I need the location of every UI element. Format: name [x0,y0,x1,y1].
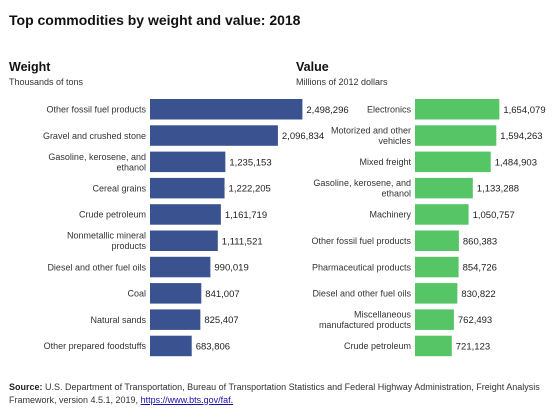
weight-category-label: Gasoline, kerosene, and ethanol [48,152,146,173]
value-category-label: Motorized and other vehicles [331,126,412,147]
weight-category-label: Other prepared foodstuffs [44,341,147,351]
value-category-label: Pharmaceutical products [312,262,412,272]
weight-data-label: 2,096,834 [282,131,324,142]
weight-data-label: 1,111,521 [222,236,263,247]
value-bar [415,151,491,173]
value-category-label: Machinery [369,210,411,220]
weight-bar [150,335,192,357]
value-category-label: Diesel and other fuel oils [312,289,411,299]
weight-panel-subtitle: Thousands of tons [9,77,84,87]
weight-category-label: Nonmetallic mineral products [67,231,147,252]
weight-bar [150,151,226,173]
page-title: Top commodities by weight and value: 201… [9,12,301,28]
source-label: Source: [9,382,43,392]
value-data-label: 1,484,903 [495,157,537,168]
value-bar [415,177,473,199]
value-category-label: Electronics [367,104,412,114]
source-text: U.S. Department of Transportation, Burea… [9,382,540,405]
weight-data-label: 2,498,296 [306,105,348,116]
value-bar [415,230,459,251]
weight-category-label: Other fossil fuel products [46,104,146,114]
weight-data-label: 841,007 [205,289,239,300]
value-data-label: 762,493 [458,315,492,326]
weight-category-label: Natural sands [90,315,146,325]
value-data-label: 860,383 [463,236,497,247]
weight-bar [150,283,202,304]
weight-bar [150,125,278,146]
value-category-label: Mixed freight [359,157,411,167]
weight-bar [150,99,303,120]
value-data-label: 1,133,288 [477,184,519,195]
value-panel-title: Value [296,60,329,74]
weight-bar [150,204,221,225]
weight-data-label: 683,806 [196,341,230,352]
weight-data-label: 1,161,719 [225,210,267,221]
weight-bar [150,177,225,199]
weight-bar [150,230,218,251]
value-data-label: 721,123 [456,341,490,352]
value-data-label: 1,594,263 [500,131,542,142]
value-bar [415,309,454,330]
weight-bar [150,256,211,278]
value-bar [415,283,458,304]
chart-area: 2,498,296 Other fossil fuel products 2,096… [43,99,546,357]
weight-data-label: 1,222,205 [229,184,271,195]
value-data-label: 854,726 [463,263,497,274]
weight-category-label: Gravel and crushed stone [43,131,146,141]
value-bar [415,125,497,146]
weight-category-label: Diesel and other fuel oils [47,262,146,272]
value-bar [415,99,500,120]
value-category-label: Other fossil fuel products [311,236,411,246]
value-category-label: Gasoline, kerosene, and ethanol [313,178,411,199]
value-data-label: 1,050,757 [473,210,515,221]
weight-category-label: Crude petroleum [79,210,146,220]
source-link[interactable]: https://www.bts.gov/faf. [140,394,234,405]
value-data-label: 830,822 [461,289,495,300]
weight-bar [150,309,201,330]
value-bar [415,256,459,278]
value-bar [415,204,469,225]
value-panel-subtitle: Millions of 2012 dollars [296,77,388,87]
weight-category-label: Cereal grains [92,183,146,193]
weight-panel-title: Weight [9,60,51,74]
weight-data-label: 825,407 [204,315,238,326]
value-bar [415,335,452,357]
weight-data-label: 990,019 [214,263,248,274]
value-category-label: Crude petroleum [344,341,411,351]
weight-data-label: 1,235,153 [229,157,271,168]
value-category-label: Miscellaneous manufactured products [319,310,412,331]
value-data-label: 1,654,079 [503,105,545,116]
weight-category-label: Coal [127,289,146,299]
source-note: Source: U.S. Department of Transportatio… [9,381,549,406]
